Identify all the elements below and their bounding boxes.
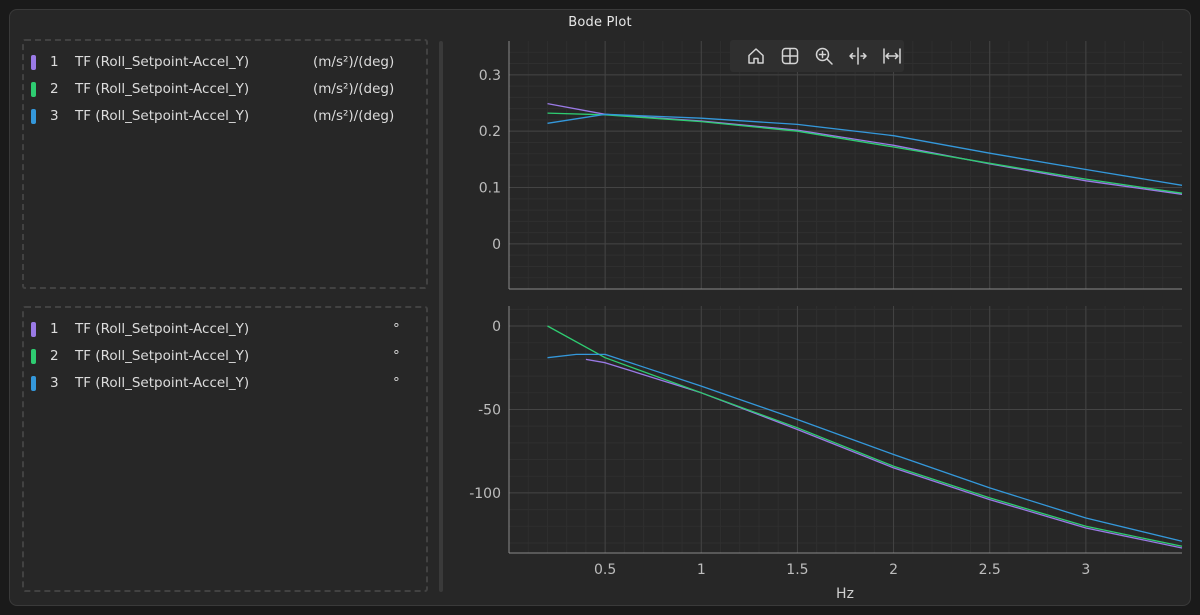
x-tick-label: 0.5	[594, 562, 616, 578]
legend-index: 1	[50, 321, 59, 337]
legend-index: 1	[50, 54, 59, 70]
legend-unit: °	[393, 375, 400, 391]
x-axis-title: Hz	[836, 586, 854, 602]
legend-series-name: TF (Roll_Setpoint-Accel_Y)	[75, 81, 250, 97]
y-tick-label: -100	[469, 486, 501, 502]
y-tick-label: -50	[478, 402, 501, 418]
pan-horizontal-icon[interactable]	[845, 44, 871, 68]
x-tick-label: 2.5	[979, 562, 1001, 578]
legend-item-phase-2[interactable]: 2 TF (Roll_Setpoint-Accel_Y) °	[24, 346, 426, 368]
series-color-swatch	[31, 55, 36, 70]
legend-item-magnitude-3[interactable]: 3 TF (Roll_Setpoint-Accel_Y) (m/s²)/(deg…	[24, 106, 426, 128]
x-tick-label: 1	[697, 562, 706, 578]
legend-series-name: TF (Roll_Setpoint-Accel_Y)	[75, 348, 250, 364]
window-title: Bode Plot	[568, 15, 632, 30]
bode-plot-window: Bode Plot 1 TF (Roll_Setpoint-Accel_Y) (…	[9, 9, 1191, 606]
phase-series-3-line	[547, 353, 1183, 542]
legend-series-name: TF (Roll_Setpoint-Accel_Y)	[75, 54, 250, 70]
y-tick-label: 0	[492, 237, 501, 253]
legend-item-magnitude-2[interactable]: 2 TF (Roll_Setpoint-Accel_Y) (m/s²)/(deg…	[24, 79, 426, 101]
legend-item-phase-1[interactable]: 1 TF (Roll_Setpoint-Accel_Y) °	[24, 319, 426, 341]
zoom-in-icon[interactable]	[811, 44, 837, 68]
y-tick-label: 0.1	[479, 181, 501, 197]
legend-unit: °	[393, 348, 400, 364]
legend-series-name: TF (Roll_Setpoint-Accel_Y)	[75, 108, 250, 124]
x-tick-label: 3	[1081, 562, 1090, 578]
legend-unit: (m/s²)/(deg)	[313, 108, 395, 124]
magnitude-legend-panel: 1 TF (Roll_Setpoint-Accel_Y) (m/s²)/(deg…	[22, 39, 428, 289]
phase-series-1-line	[585, 358, 1183, 549]
legend-series-name: TF (Roll_Setpoint-Accel_Y)	[75, 375, 250, 391]
magnitude-series-3-line	[547, 113, 1183, 186]
series-color-swatch	[31, 349, 36, 364]
legend-unit: °	[393, 321, 400, 337]
legend-index: 2	[50, 348, 59, 364]
panel-splitter[interactable]	[439, 41, 443, 592]
home-icon[interactable]	[743, 44, 769, 68]
y-tick-label: 0	[492, 319, 501, 335]
series-color-swatch	[31, 82, 36, 97]
phase-series-2-line	[547, 325, 1183, 547]
magnitude-series-2-line	[547, 112, 1183, 194]
series-color-swatch	[31, 109, 36, 124]
phase-legend-panel: 1 TF (Roll_Setpoint-Accel_Y) ° 2 TF (Rol…	[22, 306, 428, 592]
series-color-swatch	[31, 376, 36, 391]
fit-width-icon[interactable]	[879, 44, 905, 68]
legend-unit: (m/s²)/(deg)	[313, 54, 395, 70]
legend-index: 2	[50, 81, 59, 97]
grid-icon[interactable]	[777, 44, 803, 68]
y-tick-label: 0.3	[479, 68, 501, 84]
series-color-swatch	[31, 322, 36, 337]
legend-series-name: TF (Roll_Setpoint-Accel_Y)	[75, 321, 250, 337]
legend-item-magnitude-1[interactable]: 1 TF (Roll_Setpoint-Accel_Y) (m/s²)/(deg…	[24, 52, 426, 74]
legend-unit: (m/s²)/(deg)	[313, 81, 395, 97]
y-tick-label: 0.2	[479, 124, 501, 140]
bode-chart-svg[interactable]: 0 0.1 0.2 0.3 0.5 1 1.5 2 2.5 3 0 -50 -100	[10, 10, 1192, 607]
x-tick-label: 2	[889, 562, 898, 578]
x-tick-label: 1.5	[786, 562, 808, 578]
legend-index: 3	[50, 108, 59, 124]
plot-toolbar	[730, 40, 904, 72]
legend-item-phase-3[interactable]: 3 TF (Roll_Setpoint-Accel_Y) °	[24, 373, 426, 395]
legend-index: 3	[50, 375, 59, 391]
